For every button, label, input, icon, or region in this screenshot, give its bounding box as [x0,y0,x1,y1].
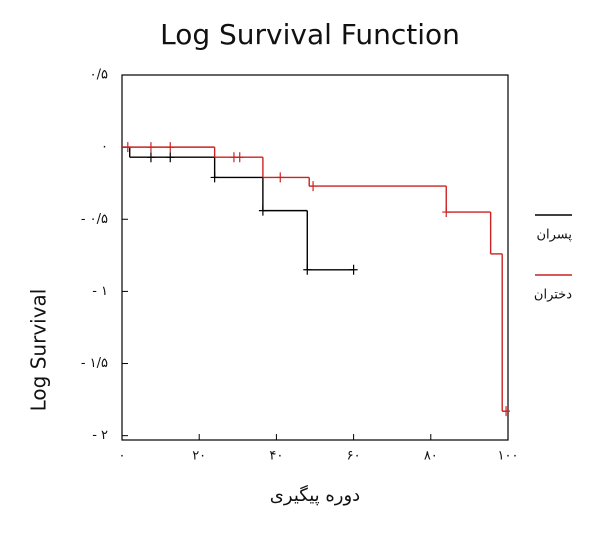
plot-frame [121,74,509,441]
legend-label: پسران [536,228,572,243]
censor-mark [349,264,358,275]
censor-mark [258,205,267,216]
legend-label: دختران [534,288,572,303]
x-tick-label: ۰ [119,449,126,464]
censor-mark [442,207,451,218]
censor-mark [166,142,175,153]
y-tick-label: ۰/۵ [90,68,108,83]
x-tick-label: ۸۰ [424,449,438,464]
y-tick-label: - ۲ [92,428,108,443]
x-tick-label: ۴۰ [269,449,283,464]
censor-mark [146,152,155,163]
censor-mark [235,152,244,163]
x-axis-label: دوره پیگیری [270,484,360,506]
censor-mark [502,406,511,417]
y-tick-label: - ۱/۵ [81,356,108,371]
censor-mark [210,172,219,183]
chart-title: Log Survival Function [160,18,460,51]
y-axis-label: Log Survival [27,289,51,412]
censor-mark [309,181,318,192]
y-tick-label: ۰ [101,140,108,155]
censor-mark [123,142,132,153]
censor-mark [276,172,285,183]
y-tick-label: - ۱ [92,284,108,299]
censor-mark [303,264,312,275]
x-tick-label: ۱۰۰ [498,449,519,464]
censor-mark [166,152,175,163]
x-tick-label: ۲۰ [192,449,206,464]
x-tick-label: ۶۰ [347,449,361,464]
censor-mark [146,142,155,153]
y-tick-label: - ۰/۵ [81,212,108,227]
